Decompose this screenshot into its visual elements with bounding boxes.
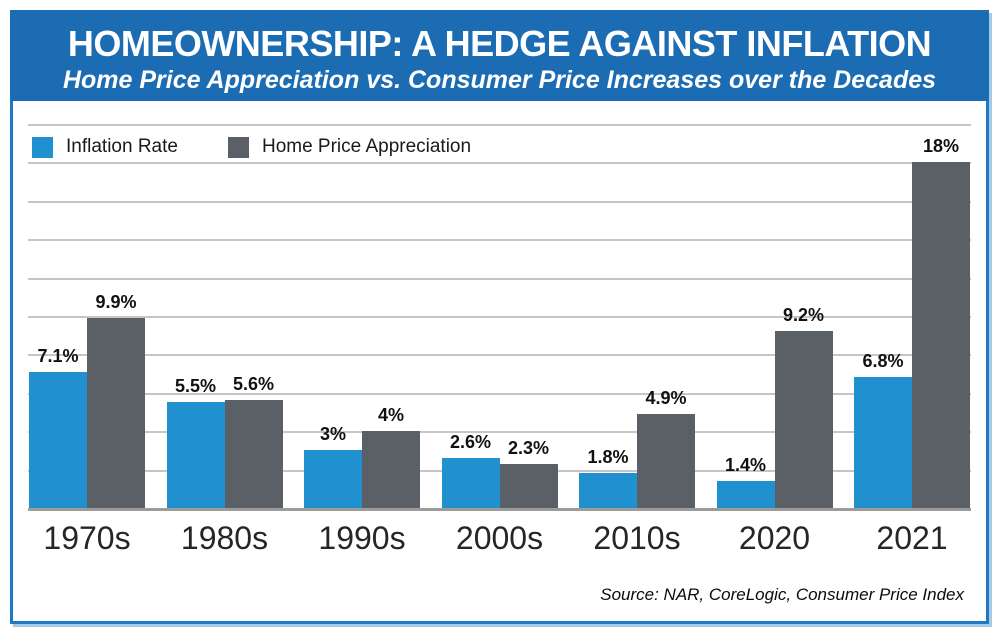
plot-area: 7.1% 9.9% 5.5% 5.6% 3% 4% 2.6% 2.3% 1.8% 4.9% 1.4%… bbox=[28, 124, 971, 511]
bar-inflation-rate: 1.4% bbox=[716, 455, 775, 508]
legend-item-inflation-rate: Inflation Rate bbox=[32, 136, 178, 158]
x-axis-labels: 1970s 1980s 1990s 2000s 2010s 2020 2021 bbox=[28, 520, 971, 557]
bar-inflation-rate: 6.8% bbox=[854, 351, 912, 508]
bar-value-label: 2.3% bbox=[507, 437, 550, 458]
bar-inflation-rate: 2.6% bbox=[441, 432, 500, 508]
bar-inflation-rate: 5.5% bbox=[166, 376, 225, 508]
bar-group-1990s: 3% 4% bbox=[303, 124, 421, 508]
x-axis-label: 1980s bbox=[180, 520, 269, 556]
bar-value-label: 1.8% bbox=[587, 447, 629, 468]
x-axis-label: 2021 bbox=[876, 520, 948, 556]
bar-group-2020: 1.4% 9.2% bbox=[716, 124, 834, 508]
bar-value-label: 6.8% bbox=[862, 351, 904, 372]
header-banner: HOMEOWNERSHIP: A HEDGE AGAINST INFLATION… bbox=[10, 10, 989, 101]
inflation-rate-color-swatch bbox=[32, 136, 53, 158]
gridline bbox=[28, 239, 971, 242]
gridline bbox=[28, 431, 971, 434]
gridline bbox=[28, 392, 971, 395]
bar-group-1980s: 5.5% 5.6% bbox=[166, 124, 284, 508]
x-axis-label: 2000s bbox=[455, 520, 544, 556]
x-axis-label: 1990s bbox=[318, 520, 406, 556]
bar-inflation-rate: 3% bbox=[304, 424, 362, 508]
x-axis-label: 2010s bbox=[593, 520, 681, 556]
chart-legend: Inflation Rate Home Price Appreciation bbox=[32, 136, 471, 158]
gridline bbox=[28, 354, 971, 357]
bar-home-price-appreciation: 4% bbox=[362, 405, 420, 508]
bar-group-2010s: 1.8% 4.9% bbox=[578, 124, 696, 508]
bar-value-label: 9.2% bbox=[782, 305, 825, 326]
chart-panel: Inflation Rate Home Price Appreciation 7… bbox=[10, 101, 989, 624]
gridline bbox=[28, 124, 971, 126]
bar-value-label: 5.5% bbox=[174, 376, 217, 397]
bar-group-2000s: 2.6% 2.3% bbox=[441, 124, 559, 508]
gridline bbox=[28, 200, 971, 203]
bar-home-price-appreciation: 18% bbox=[912, 136, 970, 508]
bar-value-label: 4% bbox=[377, 405, 405, 426]
bar-inflation-rate: 7.1% bbox=[29, 346, 87, 508]
bar-value-label: 4.9% bbox=[645, 387, 687, 408]
home-price-appreciation-color-swatch bbox=[227, 136, 249, 158]
bar-group-2021: 6.8% 18% bbox=[853, 124, 971, 508]
gridline bbox=[28, 316, 971, 318]
bar-value-label: 3% bbox=[319, 424, 347, 445]
x-axis-label: 2020 bbox=[738, 520, 811, 556]
bar-value-label: 18% bbox=[922, 136, 960, 157]
source-citation: Source: NAR, CoreLogic, Consumer Price I… bbox=[600, 585, 964, 604]
bar-groups: 7.1% 9.9% 5.5% 5.6% 3% 4% 2.6% 2.3% 1.8% 4.9% 1.4%… bbox=[28, 124, 971, 508]
page-subtitle: Home Price Appreciation vs. Consumer Pri… bbox=[62, 65, 937, 94]
bar-value-label: 7.1% bbox=[37, 345, 79, 366]
bar-home-price-appreciation: 9.2% bbox=[774, 305, 833, 508]
legend-label: Inflation Rate bbox=[66, 136, 178, 157]
bar-home-price-appreciation: 4.9% bbox=[637, 388, 695, 508]
bar-value-label: 1.4% bbox=[724, 455, 767, 476]
x-axis-label: 1970s bbox=[43, 520, 131, 556]
bar-group-1970s: 7.1% 9.9% bbox=[28, 124, 146, 508]
page-title: HOMEOWNERSHIP: A HEDGE AGAINST INFLATION bbox=[67, 23, 932, 64]
gridline bbox=[28, 277, 971, 280]
bar-inflation-rate: 1.8% bbox=[579, 447, 637, 508]
legend-label: Home Price Appreciation bbox=[261, 136, 472, 157]
bar-home-price-appreciation: 9.9% bbox=[87, 292, 145, 508]
bar-value-label: 9.9% bbox=[95, 291, 137, 312]
infographic-board: HOMEOWNERSHIP: A HEDGE AGAINST INFLATION… bbox=[10, 10, 989, 624]
gridline bbox=[28, 162, 971, 165]
bar-home-price-appreciation: 2.3% bbox=[499, 438, 558, 508]
bar-home-price-appreciation: 5.6% bbox=[224, 374, 283, 508]
bar-value-label: 2.6% bbox=[449, 432, 492, 453]
bar-value-label: 5.6% bbox=[232, 374, 275, 395]
legend-item-home-price-appreciation: Home Price Appreciation bbox=[227, 136, 472, 158]
